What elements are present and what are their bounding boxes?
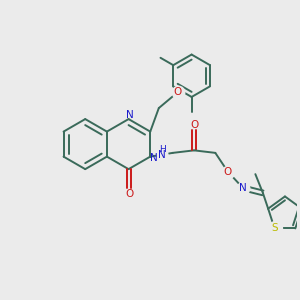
Text: H: H — [160, 145, 167, 154]
Text: O: O — [174, 87, 182, 97]
Text: N: N — [126, 110, 134, 120]
Text: N: N — [150, 153, 158, 163]
Text: N: N — [158, 150, 165, 160]
Text: S: S — [271, 224, 278, 233]
Text: O: O — [125, 189, 133, 199]
Text: O: O — [190, 120, 199, 130]
Text: O: O — [224, 167, 232, 177]
Text: N: N — [239, 183, 247, 193]
